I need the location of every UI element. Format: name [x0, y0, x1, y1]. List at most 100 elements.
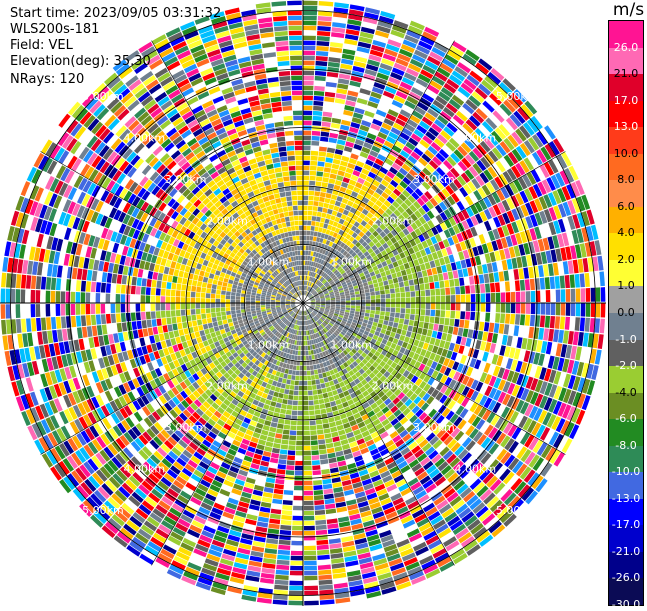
range-gate [303, 250, 306, 256]
range-gate [303, 370, 307, 376]
range-gate [328, 51, 342, 58]
range-gate [308, 405, 315, 411]
range-gate [331, 557, 345, 564]
range-gate [483, 169, 494, 181]
range-gate [384, 187, 393, 196]
range-gate [429, 80, 443, 91]
range-gate [332, 22, 347, 29]
range-gate [393, 20, 409, 30]
range-gate [307, 292, 311, 297]
range-gate [326, 276, 331, 281]
range-gate [292, 510, 303, 516]
range-gate [380, 328, 387, 334]
range-gate [271, 503, 282, 510]
range-gate [350, 276, 356, 282]
range-gate [569, 274, 575, 288]
range-gate [304, 290, 307, 296]
range-gate [310, 304, 316, 306]
range-gate [486, 262, 493, 273]
range-gate [539, 164, 550, 179]
range-gate [441, 264, 448, 273]
range-gate [310, 299, 315, 301]
range-gate [276, 559, 290, 566]
range-gate [265, 415, 273, 422]
range-gate [260, 572, 275, 579]
range-gate [381, 95, 393, 104]
range-gate [304, 565, 317, 571]
range-gate [417, 101, 429, 112]
range-gate [314, 409, 321, 415]
range-gate [422, 231, 430, 240]
range-gate [349, 207, 357, 214]
range-gate [354, 311, 360, 315]
range-gate [580, 288, 586, 302]
range-gate [321, 121, 331, 128]
range-gate [351, 260, 358, 266]
range-gate [379, 149, 389, 158]
range-gate [575, 180, 585, 196]
range-gate [325, 300, 331, 302]
range-gate [332, 436, 340, 443]
range-gate [334, 244, 340, 251]
range-gate [565, 303, 571, 316]
range-gate [290, 565, 303, 571]
range-gate [303, 260, 306, 266]
range-gate [269, 426, 277, 433]
range-gate [518, 244, 526, 256]
range-gate [303, 160, 310, 166]
range-gate [384, 48, 398, 58]
range-gate [332, 286, 338, 290]
range-gate [409, 285, 415, 292]
range-gate [523, 242, 531, 255]
range-gate [365, 64, 379, 72]
range-gate [478, 199, 488, 211]
range-gate [318, 579, 333, 585]
range-gate [322, 111, 333, 118]
range-gate [415, 290, 421, 297]
range-gate [389, 331, 396, 338]
range-gate [280, 383, 286, 389]
range-gate [317, 439, 326, 445]
range-gate [297, 355, 301, 361]
range-gate [339, 235, 345, 242]
range-gate [340, 306, 346, 310]
range-gate [399, 150, 410, 159]
range-gate [374, 314, 380, 319]
range-gate [364, 244, 371, 251]
range-gate [317, 274, 321, 280]
range-gate [524, 202, 534, 215]
range-gate [298, 340, 302, 346]
range-gate [312, 384, 317, 390]
range-gate [552, 262, 559, 276]
range-gate [303, 355, 307, 361]
range-gate [333, 108, 344, 115]
range-gate [555, 248, 562, 262]
range-gate [339, 277, 344, 282]
range-gate [336, 455, 346, 462]
range-gate [455, 303, 461, 311]
range-gate [304, 285, 306, 291]
range-gate [319, 283, 324, 288]
range-gate [334, 216, 341, 223]
range-gate [470, 215, 479, 226]
range-gate [337, 429, 346, 436]
range-gate [330, 426, 338, 433]
range-gate [490, 67, 505, 81]
range-gate [445, 185, 455, 195]
range-gate [318, 146, 327, 152]
range-gate [390, 293, 396, 299]
range-gate [332, 158, 341, 165]
range-gate [320, 306, 325, 309]
range-gate [287, 455, 295, 461]
range-gate [314, 70, 327, 77]
range-gate [315, 299, 321, 301]
range-gate [303, 485, 313, 491]
range-gate [310, 276, 313, 282]
range-gate [501, 259, 508, 271]
range-gate [303, 35, 316, 41]
range-gate [398, 214, 406, 223]
range-gate [315, 379, 321, 385]
range-gate [311, 135, 320, 141]
range-gate [409, 314, 415, 321]
range-gate [398, 167, 408, 176]
